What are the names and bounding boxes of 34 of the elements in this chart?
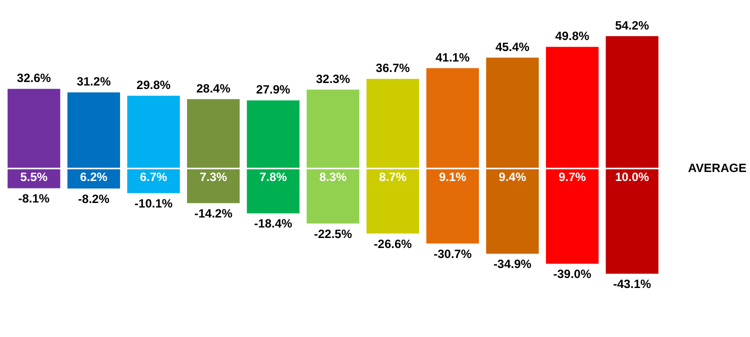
data-label: -34.9% xyxy=(493,257,532,272)
data-label: -43.1% xyxy=(613,277,652,292)
data-label: -14.2% xyxy=(194,206,233,220)
data-label: 49.8% xyxy=(555,29,590,44)
annotation: 7.3% xyxy=(200,170,228,184)
annotation: 10.0% xyxy=(615,170,650,184)
annotation: 9.1% xyxy=(438,170,467,184)
data-label: 31.2% xyxy=(76,74,112,89)
data-label: -39.0% xyxy=(553,267,592,282)
data-label: -8.1% xyxy=(18,192,50,206)
data-label: 36.7% xyxy=(376,61,410,76)
data-label: -18.4% xyxy=(254,216,293,231)
data-label: 32.6% xyxy=(16,71,52,86)
text: AVERAGE xyxy=(688,160,746,175)
annotation: 6.2% xyxy=(80,170,108,184)
annotation: 9.4% xyxy=(498,170,526,184)
annotation: 8.3% xyxy=(319,170,347,184)
data-label: 32.3% xyxy=(316,72,350,86)
data-label: -8.2% xyxy=(78,192,110,206)
data-label: -22.5% xyxy=(314,226,352,241)
data-label: -30.7% xyxy=(434,246,472,261)
data-label: 29.8% xyxy=(136,78,171,92)
data-label: 41.1% xyxy=(436,50,470,64)
data-label: 27.9% xyxy=(256,82,291,97)
annotation: 6.7% xyxy=(140,170,168,184)
annotation: 8.7% xyxy=(379,170,407,184)
annotation: 9.7% xyxy=(558,170,586,184)
data-label: 54.2% xyxy=(615,18,650,32)
data-label: -10.1% xyxy=(134,196,173,210)
data-label: -26.6% xyxy=(374,236,412,251)
data-label: 45.4% xyxy=(495,40,530,54)
annotation: 7.8% xyxy=(260,170,288,184)
data-label: 28.4% xyxy=(196,81,231,96)
annotation: 5.5% xyxy=(20,170,48,184)
